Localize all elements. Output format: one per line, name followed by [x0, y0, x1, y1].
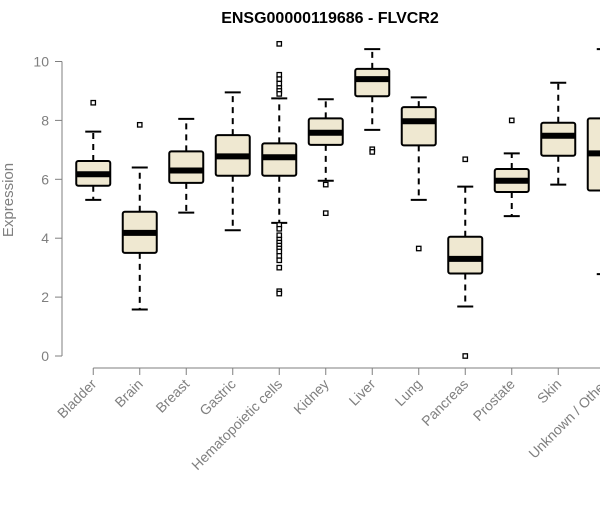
- y-tick-label: 2: [41, 289, 49, 305]
- box: [400, 106, 437, 147]
- x-tick-label: Breast: [152, 376, 192, 416]
- box-group: [447, 156, 484, 359]
- outlier-point: [462, 353, 469, 359]
- x-tick-label: Lung: [392, 376, 425, 409]
- outlier-point: [276, 257, 283, 264]
- box-group: [75, 99, 112, 201]
- box: [168, 150, 205, 184]
- outlier-point: [276, 80, 283, 87]
- outlier-point: [322, 181, 329, 188]
- box-group: [307, 98, 344, 217]
- outlier-point: [276, 76, 283, 83]
- outlier-point: [276, 248, 283, 255]
- outlier-point: [369, 149, 376, 155]
- box-group: [121, 121, 158, 311]
- outlier-point: [276, 253, 283, 259]
- outlier-point: [276, 91, 283, 97]
- x-tick-label: Prostate: [470, 376, 518, 424]
- outlier-point: [276, 71, 283, 78]
- box: [354, 67, 391, 98]
- x-tick-label: Brain: [111, 376, 145, 410]
- box: [540, 121, 577, 157]
- x-tick-label: Kidney: [290, 376, 332, 418]
- box-group: [168, 117, 205, 214]
- x-tick-label: Pancreas: [418, 376, 471, 429]
- outlier-point: [136, 121, 143, 128]
- box-group: [214, 91, 251, 232]
- box-group: [261, 40, 298, 297]
- x-tick-label: Bladder: [54, 376, 100, 422]
- box-group: [540, 81, 577, 186]
- box-group: [493, 117, 530, 218]
- box-group: [586, 48, 600, 276]
- outlier-point: [276, 40, 283, 47]
- x-tick-label: Skin: [534, 376, 565, 407]
- outlier-point: [90, 99, 97, 106]
- box-group: [354, 48, 391, 155]
- outlier-point: [276, 264, 283, 271]
- x-tick-label: Liver: [346, 376, 379, 409]
- y-tick-label: 8: [41, 112, 49, 128]
- y-tick-label: 0: [41, 348, 49, 364]
- x-tick-label: Hematopoietic cells: [188, 376, 285, 473]
- outlier-point: [508, 117, 515, 124]
- y-axis-label: Expression: [0, 163, 17, 237]
- chart-title: ENSG00000119686 - FLVCR2: [221, 10, 439, 27]
- y-tick-label: 4: [41, 230, 49, 246]
- y-tick-label: 10: [33, 54, 49, 70]
- y-axis: 0 2 4 6 8 10: [33, 54, 63, 364]
- outlier-point: [322, 210, 329, 217]
- outlier-point: [276, 290, 283, 297]
- outlier-point: [415, 245, 422, 252]
- box-group: [400, 96, 437, 252]
- outlier-point: [462, 156, 469, 163]
- outlier-point: [276, 225, 283, 232]
- x-tick-label: Gastric: [196, 376, 239, 419]
- plot-area: [75, 40, 600, 359]
- y-tick-label: 6: [41, 171, 49, 187]
- outlier-point: [276, 232, 283, 239]
- box: [447, 235, 484, 275]
